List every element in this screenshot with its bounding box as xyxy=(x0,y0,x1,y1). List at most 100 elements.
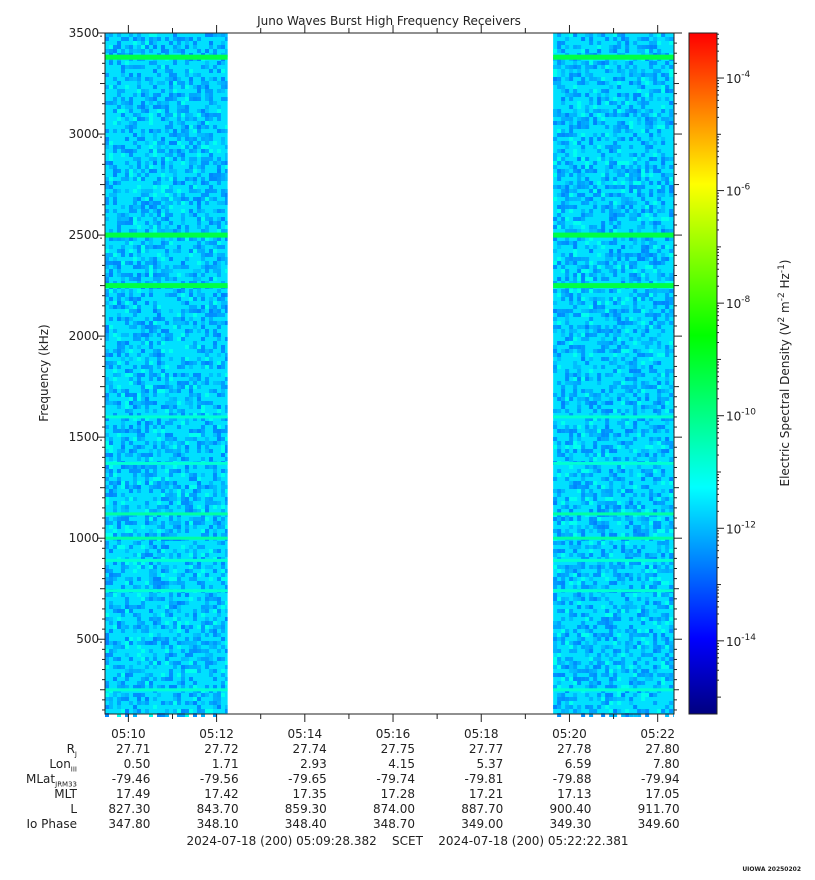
spectrogram-cell xyxy=(625,101,630,105)
spectrogram-cell xyxy=(205,265,209,269)
spectrogram-cell xyxy=(221,485,225,489)
spectrogram-cell xyxy=(613,109,618,113)
spectrogram-cell xyxy=(141,365,145,369)
spectrogram-cell xyxy=(189,429,193,433)
spectrogram-cell xyxy=(605,425,610,429)
spectrogram-cell xyxy=(621,653,626,657)
spectrogram-cell xyxy=(577,433,582,437)
spectrogram-cell xyxy=(117,181,121,185)
spectrogram-cell xyxy=(217,549,221,553)
spectrogram-cell xyxy=(165,641,169,645)
spectrogram-cell xyxy=(197,89,201,93)
spectrogram-cell xyxy=(185,657,189,661)
spectrogram-cell xyxy=(173,129,177,133)
spectrogram-cell xyxy=(185,237,189,241)
spectrogram-cell xyxy=(609,69,614,73)
spectrogram-cell xyxy=(605,69,610,73)
spectrogram-cell xyxy=(661,473,666,477)
spectrogram-cell xyxy=(565,517,570,521)
spectrogram-cell xyxy=(577,681,582,685)
spectrogram-cell xyxy=(177,489,181,493)
spectrogram-cell xyxy=(153,41,157,45)
spectrogram-cell xyxy=(649,445,654,449)
spectrogram-cell xyxy=(665,613,670,617)
spectrogram-cell xyxy=(601,241,606,245)
spectrogram-cell xyxy=(605,89,610,93)
spectrogram-cell xyxy=(185,309,189,313)
spectrogram-cell xyxy=(633,289,638,293)
spectrogram-cell xyxy=(105,281,109,285)
spectrogram-cell xyxy=(141,117,145,121)
spectrogram-cell xyxy=(593,585,598,589)
spectrogram-cell xyxy=(585,677,590,681)
spectrogram-cell xyxy=(169,649,173,653)
spectrogram-cell xyxy=(133,605,137,609)
spectrogram-cell xyxy=(593,453,598,457)
spectrogram-cell xyxy=(629,337,634,341)
spectrogram-cell xyxy=(137,641,141,645)
spectrogram-cell xyxy=(193,161,197,165)
spectrogram-cell xyxy=(633,421,638,425)
spectrogram-cell xyxy=(573,169,578,173)
spectrogram-cell xyxy=(193,149,197,153)
spectrogram-cell xyxy=(141,369,145,373)
spectrogram-cell xyxy=(193,465,197,469)
spectrogram-cell xyxy=(161,81,165,85)
spectrogram-cell xyxy=(621,541,626,545)
spectrogram-cell xyxy=(617,313,622,317)
spectrogram-cell xyxy=(617,93,622,97)
spectrogram-cell xyxy=(181,217,185,221)
spectrogram-cell xyxy=(597,81,602,85)
spectrogram-cell xyxy=(185,701,189,705)
spectrogram-cell xyxy=(609,149,614,153)
spectrogram-cell xyxy=(577,325,582,329)
spectrogram-cell xyxy=(621,665,626,669)
spectrogram-cell xyxy=(609,633,614,637)
spectrogram-cell xyxy=(205,449,209,453)
spectrogram-cell xyxy=(557,665,562,669)
spectrogram-cell xyxy=(169,533,173,537)
spectrogram-cell xyxy=(637,157,642,161)
spectrogram-cell xyxy=(653,225,658,229)
spectrogram-cell xyxy=(173,157,177,161)
spectrogram-cell xyxy=(185,401,189,405)
spectrogram-cell xyxy=(629,189,634,193)
spectrogram-cell xyxy=(201,265,205,269)
spectrogram-cell xyxy=(577,81,582,85)
spectrogram-cell xyxy=(125,189,129,193)
spectrogram-cell xyxy=(165,49,169,53)
spectrogram-cell xyxy=(585,605,590,609)
spectrogram-cell xyxy=(221,201,225,205)
spectrogram-cell xyxy=(633,241,638,245)
spectrogram-cell xyxy=(145,481,149,485)
spectrogram-cell xyxy=(565,565,570,569)
spectrogram-cell xyxy=(153,545,157,549)
spectrogram-cell xyxy=(217,337,221,341)
spectrogram-cell xyxy=(185,345,189,349)
spectrogram-cell xyxy=(629,245,634,249)
spectrogram-cell xyxy=(589,529,594,533)
spectrogram-cell xyxy=(561,133,566,137)
spectrogram-cell xyxy=(113,201,117,205)
spectrogram-cell xyxy=(601,713,606,717)
spectrogram-cell xyxy=(557,49,562,53)
spectrogram-cell xyxy=(209,297,213,301)
spectrogram-cell xyxy=(645,529,650,533)
spectrogram-cell xyxy=(649,673,654,677)
spectrogram-cell xyxy=(209,349,213,353)
spectrogram-cell xyxy=(105,593,109,597)
spectrogram-cell xyxy=(573,613,578,617)
spectrogram-cell xyxy=(641,373,646,377)
spectrogram-cell xyxy=(213,173,217,177)
spectrogram-cell xyxy=(201,321,205,325)
spectrogram-cell xyxy=(561,429,566,433)
spectrogram-cell xyxy=(653,89,658,93)
spectrogram-cell xyxy=(601,289,606,293)
spectrogram-cell xyxy=(625,329,630,333)
spectrogram-cell xyxy=(617,85,622,89)
spectrogram-cell xyxy=(157,273,161,277)
spectrogram-cell xyxy=(645,713,650,717)
spectrogram-cell xyxy=(193,617,197,621)
spectrogram-cell xyxy=(557,365,562,369)
spectrogram-cell xyxy=(193,197,197,201)
